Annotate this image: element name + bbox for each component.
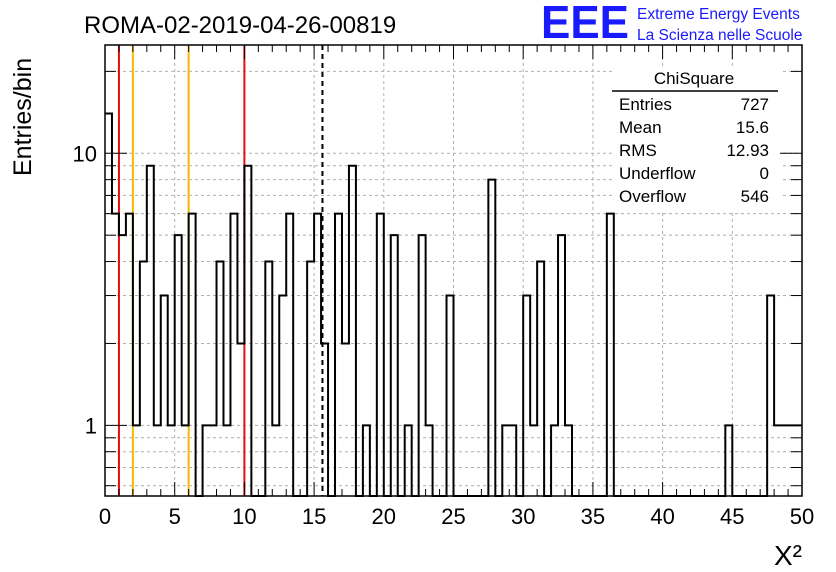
- y-axis-label: Entries/bin: [9, 58, 37, 176]
- histogram-bin: [175, 235, 182, 496]
- stats-label-overflow: Overflow: [619, 187, 687, 206]
- histogram-bin: [314, 214, 321, 496]
- eee-logo-line1: Extreme Energy Events: [637, 6, 800, 23]
- histogram-bin: [349, 166, 356, 496]
- x-tick-label: 20: [372, 504, 396, 529]
- histogram-bin: [147, 166, 154, 496]
- y-tick-label: 1: [85, 413, 97, 438]
- histogram-bin: [335, 214, 342, 496]
- histogram-bin: [286, 214, 293, 496]
- y-tick-label: 10: [73, 141, 97, 166]
- histogram-bin: [391, 235, 398, 496]
- histogram-bin: [377, 214, 384, 496]
- histogram-bin: [523, 296, 530, 496]
- histogram-bin: [767, 296, 774, 496]
- histogram-bin: [237, 343, 244, 496]
- histogram-bin: [119, 235, 126, 496]
- x-tick-label: 0: [99, 504, 111, 529]
- stats-label-entries: Entries: [619, 95, 672, 114]
- x-tick-label: 25: [441, 504, 465, 529]
- reference-lines: [117, 45, 324, 496]
- histogram-bin: [342, 343, 349, 496]
- histogram-bin: [607, 214, 614, 496]
- x-tick-label: 50: [790, 504, 814, 529]
- stats-box-title: ChiSquare: [654, 69, 734, 88]
- x-tick-label: 5: [169, 504, 181, 529]
- stats-label-underflow: Underflow: [619, 164, 696, 183]
- histogram-bin: [488, 180, 495, 496]
- x-tick-label: 45: [720, 504, 744, 529]
- axes: 0 5 10 15 20 25 30 35 40 45 50 1 10: [73, 44, 814, 529]
- stats-label-mean: Mean: [619, 118, 662, 137]
- stats-label-rms: RMS: [619, 141, 657, 160]
- histogram-bin: [140, 262, 147, 496]
- x-tick-label: 30: [511, 504, 535, 529]
- histogram-bin: [419, 235, 426, 496]
- histogram-bin: [126, 214, 133, 496]
- x-tick-label: 10: [232, 504, 256, 529]
- histogram-bin: [321, 343, 328, 496]
- x-tick-label: 35: [581, 504, 605, 529]
- histogram-bin: [558, 235, 565, 496]
- histogram-bin: [105, 114, 112, 496]
- histogram-bin: [217, 262, 224, 496]
- histogram-bin: [230, 214, 237, 496]
- stats-box: ChiSquare Entries 727 Mean 15.6 RMS 12.9…: [612, 66, 780, 212]
- eee-logo-letters: EEE: [541, 0, 629, 48]
- stats-value-mean: 15.6: [736, 118, 769, 137]
- stats-value-rms: 12.93: [726, 141, 769, 160]
- histogram-bin: [112, 214, 119, 496]
- histogram-bin: [244, 166, 251, 496]
- run-title: ROMA-02-2019-04-26-00819: [84, 12, 396, 39]
- eee-logo: EEE Extreme Energy Events La Scienza nel…: [541, 0, 802, 48]
- histogram-bin: [447, 296, 454, 496]
- x-axis-label: X²: [774, 540, 802, 571]
- stats-value-underflow: 0: [760, 164, 769, 183]
- eee-logo-line2: La Scienza nelle Scuole: [637, 27, 802, 44]
- histogram-bin: [537, 262, 544, 496]
- stats-value-overflow: 546: [741, 187, 769, 206]
- x-tick-label: 40: [650, 504, 674, 529]
- x-tick-label: 15: [302, 504, 326, 529]
- histogram-bin: [307, 262, 314, 496]
- histogram-bin: [279, 296, 286, 496]
- histogram-bin: [189, 214, 196, 496]
- stats-value-entries: 727: [741, 95, 769, 114]
- histogram-bin: [265, 262, 272, 496]
- histogram-bin: [161, 296, 168, 496]
